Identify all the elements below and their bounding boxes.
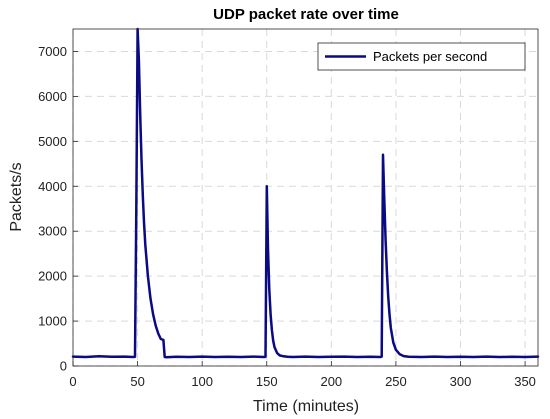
y-tick-label: 6000 — [38, 89, 67, 104]
y-tick-label: 4000 — [38, 179, 67, 194]
series-group — [71, 27, 540, 359]
y-tick-label: 1000 — [38, 314, 67, 329]
y-tick-label: 2000 — [38, 269, 67, 284]
x-tick-label: 50 — [130, 374, 144, 389]
y-axis-label: Packets/s — [8, 162, 25, 231]
chart-title: UDP packet rate over time — [213, 6, 399, 23]
x-tick-label: 0 — [69, 374, 76, 389]
x-tick-label: 200 — [320, 374, 342, 389]
y-tick-label: 5000 — [38, 134, 67, 149]
y-tick-label: 3000 — [38, 224, 67, 239]
x-tick-label: 300 — [450, 374, 472, 389]
plot-area-border — [72, 28, 539, 367]
x-tick-label: 350 — [514, 374, 536, 389]
x-tick-label: 250 — [385, 374, 407, 389]
y-tick-label: 0 — [60, 359, 67, 374]
x-tick-label: 150 — [256, 374, 278, 389]
y-axis: 0 1000 2000 3000 4000 5000 6000 7000 — [38, 44, 78, 374]
y-tick-label: 7000 — [38, 44, 67, 59]
x-tick-label: 100 — [191, 374, 213, 389]
series-line — [71, 27, 540, 359]
legend-label: Packets per second — [373, 49, 487, 64]
x-axis-label: Time (minutes) — [253, 398, 359, 415]
x-axis: 0 50 100 150 200 250 300 350 — [69, 361, 536, 389]
legend: Packets per second — [317, 42, 526, 71]
